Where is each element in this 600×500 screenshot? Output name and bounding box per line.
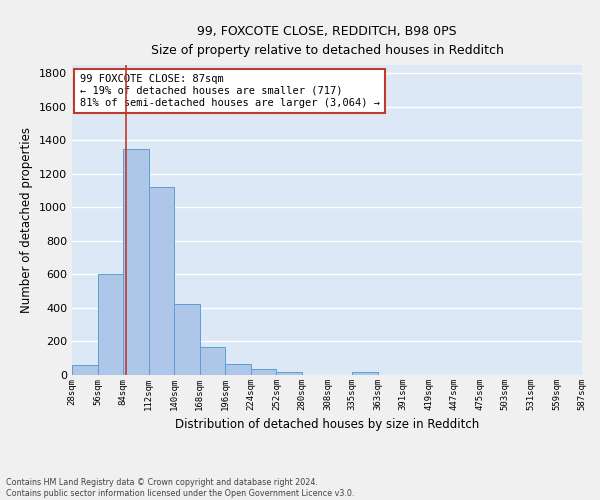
Bar [149, 188, 174, 375]
Bar [200, 346, 225, 375]
Title: 99, FOXCOTE CLOSE, REDDITCH, B98 0PS
Size of property relative to detached house: 99, FOXCOTE CLOSE, REDDITCH, B98 0PS Siz… [151, 25, 503, 57]
Bar [98, 274, 123, 375]
Bar [123, 149, 149, 375]
Bar [277, 372, 302, 375]
Y-axis label: Number of detached properties: Number of detached properties [20, 127, 34, 313]
Bar [352, 372, 377, 375]
Text: Contains HM Land Registry data © Crown copyright and database right 2024.
Contai: Contains HM Land Registry data © Crown c… [6, 478, 355, 498]
Bar [225, 364, 251, 375]
Bar [72, 365, 98, 375]
Bar [174, 304, 200, 375]
Bar [251, 368, 277, 375]
X-axis label: Distribution of detached houses by size in Redditch: Distribution of detached houses by size … [175, 418, 479, 432]
Text: 99 FOXCOTE CLOSE: 87sqm
← 19% of detached houses are smaller (717)
81% of semi-d: 99 FOXCOTE CLOSE: 87sqm ← 19% of detache… [80, 74, 380, 108]
